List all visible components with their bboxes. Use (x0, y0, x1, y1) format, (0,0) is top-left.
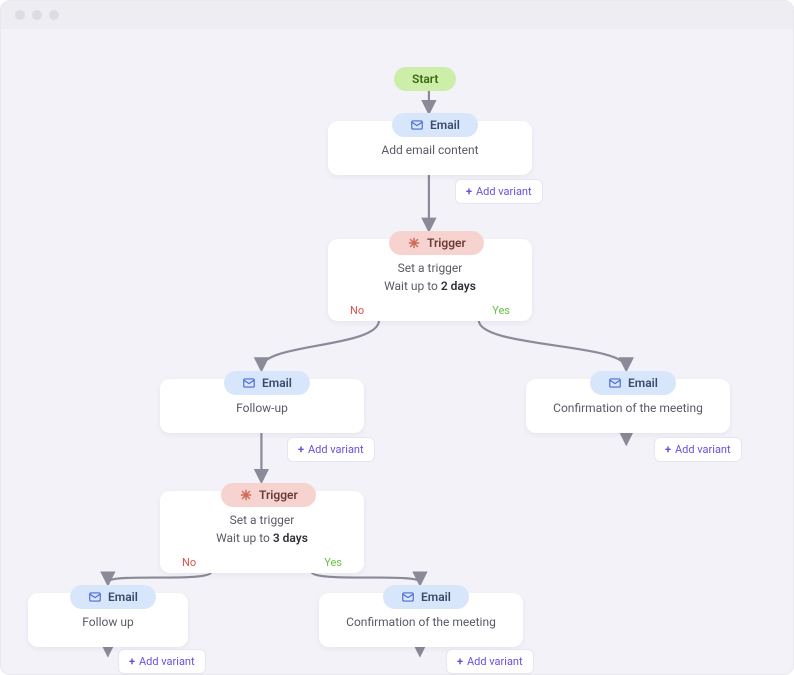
email-pill-label: Email (262, 376, 292, 390)
add-variant-label: Add variant (467, 655, 523, 668)
email-pill-label: Email (108, 590, 138, 604)
trigger-wait: Wait up to 2 days (344, 279, 516, 293)
plus-icon: + (457, 655, 463, 668)
email-pill: Email (70, 585, 156, 609)
add-variant-button[interactable]: + Add variant (455, 179, 543, 204)
start-label: Start (412, 72, 438, 86)
email-subtitle: Follow up (44, 615, 172, 629)
start-node[interactable]: Start (394, 67, 456, 91)
app-window: Start Add email content Email + Add vari… (0, 0, 794, 675)
trigger-wait: Wait up to 3 days (176, 531, 348, 545)
wait-prefix: Wait up to (216, 531, 273, 545)
plus-icon: + (298, 443, 304, 456)
email-pill: Email (224, 371, 310, 395)
trigger-line1: Set a trigger (176, 513, 348, 527)
trigger-pill-label: Trigger (259, 488, 298, 502)
asterisk-icon (407, 236, 421, 250)
window-dot (15, 10, 25, 20)
mail-icon (410, 118, 424, 132)
plus-icon: + (129, 655, 135, 668)
branch-no: No (182, 556, 196, 569)
email-pill-label: Email (430, 118, 460, 132)
window-dot (49, 10, 59, 20)
mail-icon (608, 376, 622, 390)
branch-yes: Yes (324, 556, 342, 569)
trigger-pill: Trigger (221, 483, 316, 507)
add-variant-label: Add variant (308, 443, 364, 456)
trigger-line1: Set a trigger (344, 261, 516, 275)
wait-prefix: Wait up to (384, 279, 441, 293)
add-variant-button[interactable]: + Add variant (654, 437, 742, 462)
plus-icon: + (665, 443, 671, 456)
mail-icon (242, 376, 256, 390)
branch-labels: No Yes (160, 556, 364, 569)
email-subtitle: Follow-up (176, 401, 348, 415)
email-subtitle: Confirmation of the meeting (335, 615, 507, 629)
add-variant-label: Add variant (476, 185, 532, 198)
email-pill: Email (590, 371, 676, 395)
branch-yes: Yes (492, 304, 510, 317)
asterisk-icon (239, 488, 253, 502)
add-variant-button[interactable]: + Add variant (287, 437, 375, 462)
branch-no: No (350, 304, 364, 317)
branch-labels: No Yes (328, 304, 532, 317)
trigger-pill: Trigger (389, 231, 484, 255)
titlebar (1, 1, 793, 29)
add-variant-button[interactable]: + Add variant (118, 649, 206, 674)
email-pill: Email (383, 585, 469, 609)
email-pill-label: Email (628, 376, 658, 390)
plus-icon: + (466, 185, 472, 198)
email-pill-label: Email (421, 590, 451, 604)
email-subtitle: Add email content (344, 143, 516, 157)
add-variant-label: Add variant (675, 443, 731, 456)
wait-value: 2 days (441, 279, 476, 293)
mail-icon (401, 590, 415, 604)
trigger-pill-label: Trigger (427, 236, 466, 250)
wait-value: 3 days (273, 531, 308, 545)
mail-icon (88, 590, 102, 604)
window-dot (32, 10, 42, 20)
email-pill: Email (392, 113, 478, 137)
add-variant-button[interactable]: + Add variant (446, 649, 534, 674)
add-variant-label: Add variant (139, 655, 195, 668)
email-subtitle: Confirmation of the meeting (542, 401, 714, 415)
flow-canvas[interactable]: Start Add email content Email + Add vari… (1, 29, 793, 674)
